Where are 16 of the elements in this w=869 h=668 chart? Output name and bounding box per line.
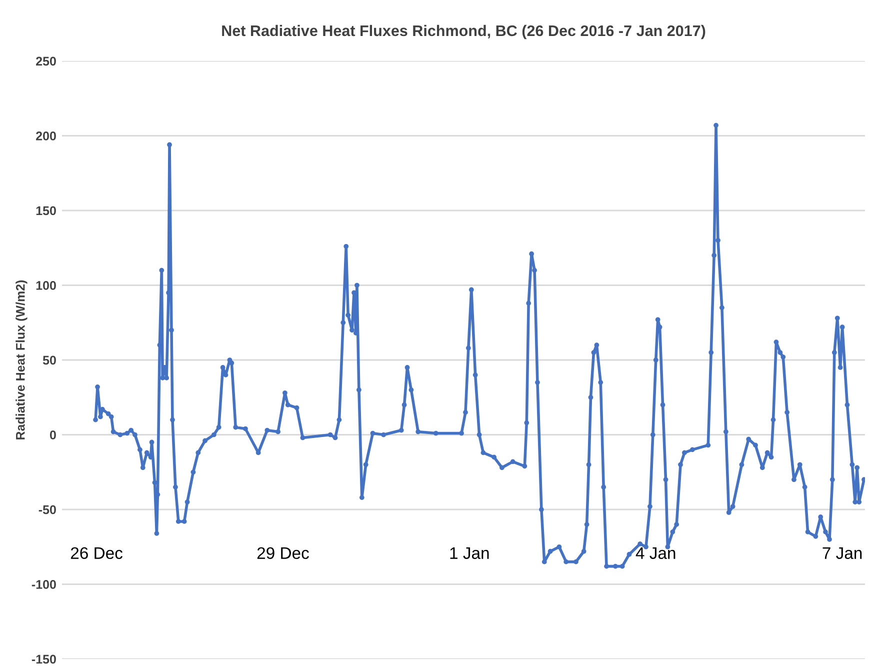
y-tick-label: 0 bbox=[50, 430, 56, 440]
chart-title: Net Radiative Heat Fluxes Richmond, BC (26 Dec 2016 -7 Jan 2017) bbox=[222, 24, 706, 40]
x-tick-label: 1 Jan bbox=[450, 547, 489, 559]
y-tick-label: -150 bbox=[32, 654, 56, 664]
x-tick-label: 29 Dec bbox=[257, 547, 309, 559]
x-tick-label: 7 Jan bbox=[822, 547, 862, 559]
y-tick-label: -100 bbox=[32, 580, 56, 589]
y-tick-label: 50 bbox=[42, 356, 56, 365]
y-tick-label: 100 bbox=[36, 281, 56, 290]
y-tick-label: 250 bbox=[36, 56, 56, 66]
x-tick-label: 4 Jan bbox=[636, 547, 676, 559]
x-tick-label: 26 Dec bbox=[70, 547, 122, 559]
y-tick-label: -50 bbox=[38, 505, 56, 514]
y-tick-label: 200 bbox=[36, 132, 56, 140]
y-axis-title: Radiative Heat Flux (W/m2) bbox=[16, 280, 28, 440]
y-tick-label: 150 bbox=[36, 206, 56, 216]
